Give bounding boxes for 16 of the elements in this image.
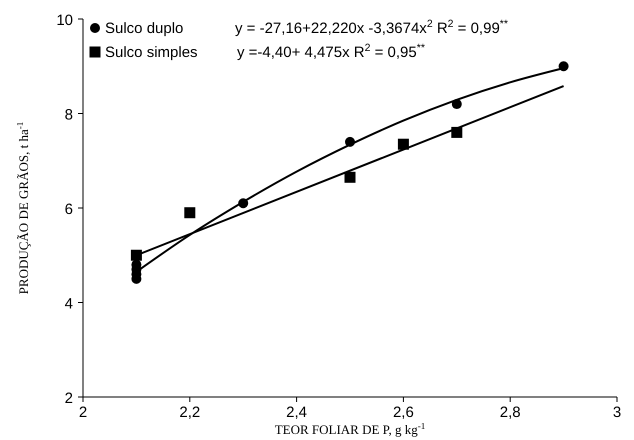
x-tick-label: 2,4	[286, 404, 308, 421]
x-axis-title: TEOR FOLIAR DE P, g kg$^{-1}$	[274, 421, 426, 437]
y-tick-label: 6	[64, 201, 73, 218]
legend-label: Sulco simples	[105, 44, 198, 61]
x-tick-label: 2,6	[392, 404, 414, 421]
y-tick-label: 8	[64, 106, 73, 124]
y-tick-label: 2	[64, 390, 73, 407]
annotation: y =-4,40+ 4,475x R$^{2}$ = 0,95$^{**}$	[237, 42, 425, 61]
x-tick-label: 2	[78, 404, 88, 421]
annotation: y = -27,16+22,220x -3,3674x$^{2}$ R$^{2}$ = 0,99$^{**}$	[235, 18, 508, 37]
x-tick-label: 2,8	[500, 404, 521, 421]
y-tick-label: 4	[64, 296, 73, 312]
x-tick-label: 3	[612, 404, 622, 421]
y-tick-label: 10	[56, 12, 73, 29]
legend-label: Sulco duplo	[105, 20, 184, 37]
x-tick-label: 2,2	[179, 404, 200, 421]
